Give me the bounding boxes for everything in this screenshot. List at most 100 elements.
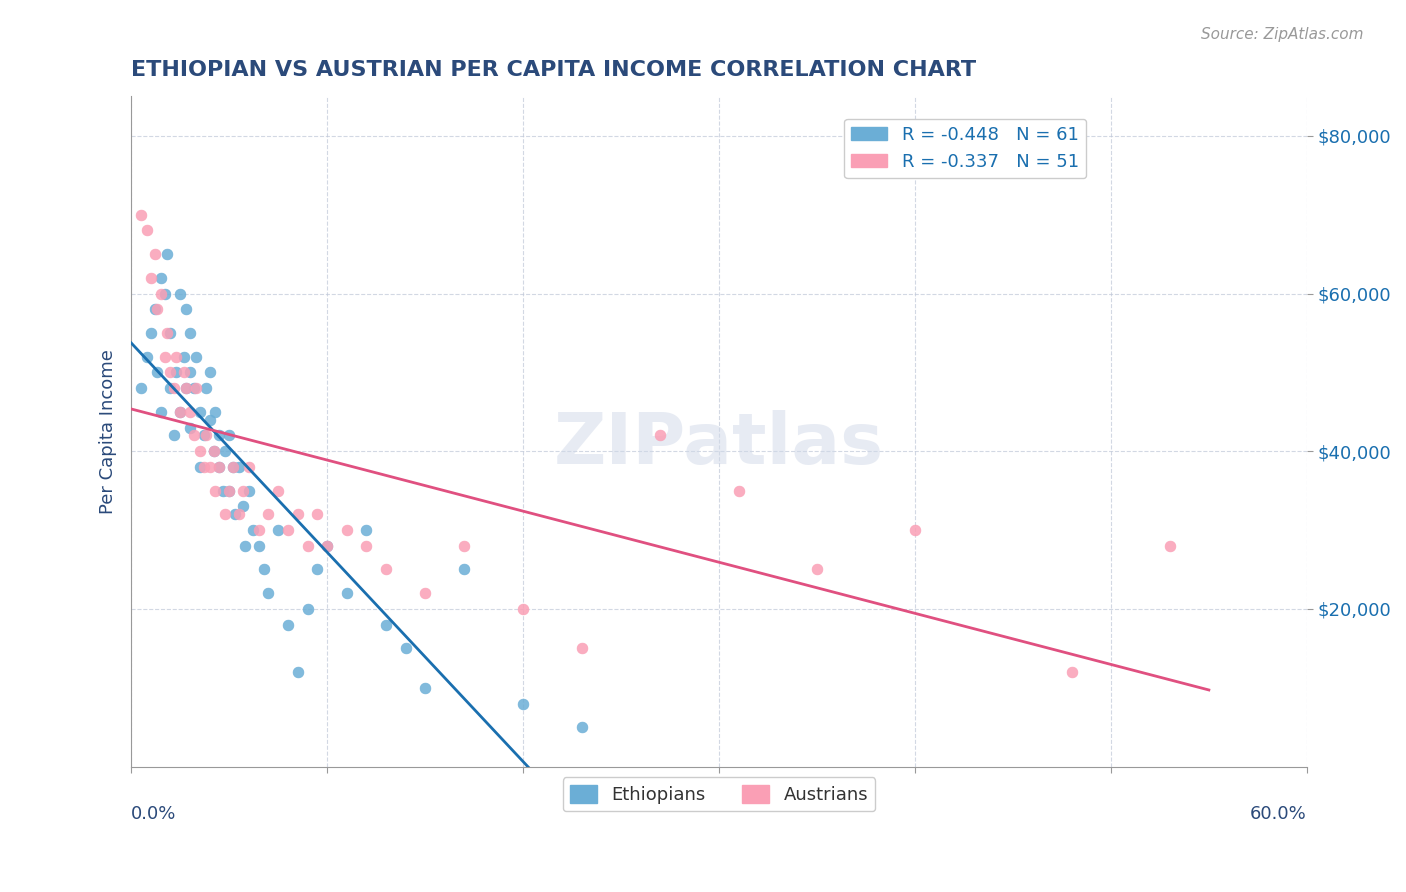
Point (394, 641, 416, 656)
Point (198, 460, 221, 475)
Point (375, 617, 398, 632)
Point (193, 460, 215, 475)
Point (149, 405, 172, 419)
Point (169, 405, 191, 419)
Point (173, 350, 195, 364)
Point (159, 381, 181, 395)
Point (650, 428, 672, 442)
Point (183, 428, 205, 442)
Point (218, 483, 240, 498)
Point (224, 508, 246, 522)
Point (208, 460, 231, 475)
Point (307, 562, 329, 576)
Text: Source: ZipAtlas.com: Source: ZipAtlas.com (1201, 27, 1364, 42)
Point (277, 523, 299, 537)
Point (336, 586, 359, 600)
Point (232, 483, 254, 498)
Point (184, 381, 207, 395)
Point (194, 381, 217, 395)
Point (453, 539, 475, 553)
Point (159, 326, 181, 340)
Point (453, 562, 475, 576)
Point (307, 508, 329, 522)
Point (135, 350, 157, 364)
Point (247, 539, 270, 553)
Point (204, 405, 226, 419)
Point (129, 381, 152, 395)
Point (173, 365, 195, 379)
Point (169, 286, 191, 301)
Point (174, 381, 197, 395)
Point (1159, 539, 1181, 553)
Legend: Ethiopians, Austrians: Ethiopians, Austrians (562, 778, 876, 811)
Point (228, 460, 250, 475)
Point (184, 350, 207, 364)
Point (413, 586, 436, 600)
Point (512, 602, 534, 616)
Point (193, 428, 215, 442)
Text: 60.0%: 60.0% (1250, 805, 1306, 823)
Point (204, 483, 226, 498)
Text: ETHIOPIAN VS AUSTRIAN PER CAPITA INCOME CORRELATION CHART: ETHIOPIAN VS AUSTRIAN PER CAPITA INCOME … (131, 60, 976, 79)
Point (143, 247, 166, 261)
Point (153, 286, 176, 301)
Point (222, 460, 245, 475)
Point (218, 428, 240, 442)
Point (149, 270, 172, 285)
Point (297, 539, 319, 553)
Point (806, 562, 828, 576)
Text: ZIPatlas: ZIPatlas (554, 410, 884, 479)
Point (135, 223, 157, 237)
Point (188, 405, 211, 419)
Point (155, 326, 177, 340)
Point (356, 523, 378, 537)
Point (202, 444, 225, 458)
Y-axis label: Per Capita Income: Per Capita Income (100, 349, 117, 514)
Point (316, 539, 339, 553)
Point (242, 523, 264, 537)
Point (257, 508, 280, 522)
Point (232, 500, 254, 514)
Point (356, 539, 378, 553)
Point (571, 720, 593, 734)
Point (214, 444, 236, 458)
Point (163, 381, 186, 395)
Point (179, 326, 201, 340)
Point (727, 483, 749, 498)
Point (375, 562, 398, 576)
Point (198, 412, 221, 426)
Point (571, 641, 593, 656)
Point (202, 444, 225, 458)
Point (159, 365, 181, 379)
Point (174, 381, 197, 395)
Point (247, 523, 270, 537)
Point (1060, 665, 1083, 679)
Point (145, 365, 167, 379)
Point (214, 508, 236, 522)
Point (287, 508, 309, 522)
Point (316, 539, 339, 553)
Point (179, 365, 201, 379)
Point (129, 208, 152, 222)
Point (169, 405, 191, 419)
Point (153, 350, 176, 364)
Point (208, 460, 231, 475)
Point (188, 444, 211, 458)
Point (904, 523, 927, 537)
Point (267, 523, 290, 537)
Point (155, 247, 177, 261)
Point (183, 381, 205, 395)
Point (336, 523, 359, 537)
Text: 0.0%: 0.0% (131, 805, 177, 823)
Point (212, 483, 235, 498)
Point (139, 326, 162, 340)
Point (297, 602, 319, 616)
Point (163, 428, 186, 442)
Point (257, 586, 280, 600)
Point (149, 286, 172, 301)
Point (222, 460, 245, 475)
Point (165, 365, 187, 379)
Point (238, 460, 260, 475)
Point (512, 697, 534, 711)
Point (179, 405, 201, 419)
